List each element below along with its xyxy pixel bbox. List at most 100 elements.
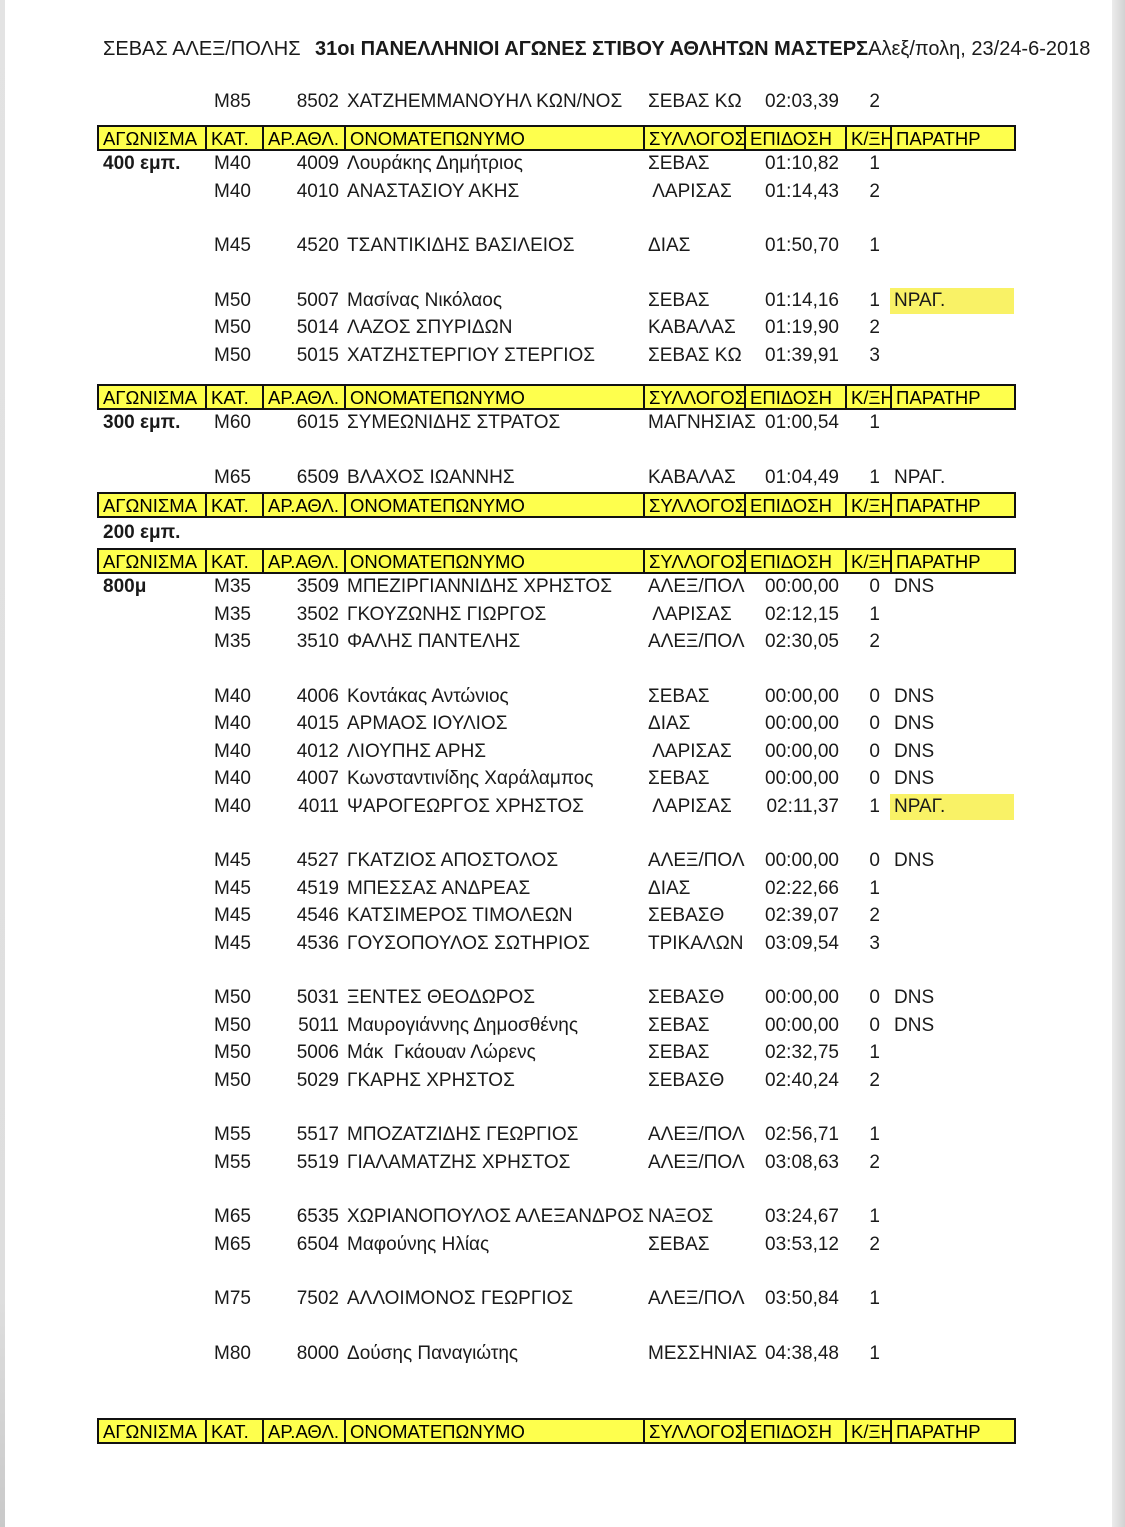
category-cell: M50 <box>214 1014 251 1036</box>
category-cell: M65 <box>214 466 251 488</box>
athlete-number-cell: 4010 <box>296 180 339 202</box>
header-cell: ΚΑΤ. <box>205 547 264 574</box>
event-cell: 800μ <box>103 576 147 598</box>
athlete-number-cell: 5007 <box>296 289 339 311</box>
table-row: M65 6509 ΒΛΑΧΟΣ ΙΩΑΝΝΗΣ ΚΑΒΑΛΑΣ 01:04,49 1 ΝΡΑ… <box>97 464 1014 492</box>
rank-cell: 1 <box>869 153 880 175</box>
name-cell: ΜΠΟΖΑΤΖΙΔΗΣ ΓΕΩΡΓΙΟΣ <box>347 1124 579 1146</box>
row-gap <box>97 370 1014 384</box>
name-cell: Μαφούνης Ηλίας <box>347 1233 490 1255</box>
performance-cell: 00:00,00 <box>765 850 839 872</box>
name-cell: ΧΑΤΖΗΕΜΜΑΝΟΥΗΛ ΚΩΝ/ΝΟΣ <box>347 90 623 112</box>
rank-cell: 1 <box>869 1124 880 1146</box>
athlete-number-cell: 4520 <box>296 235 339 257</box>
rank-cell: 2 <box>869 631 880 653</box>
athlete-number-cell: 5006 <box>296 1042 339 1064</box>
event-title: 31οι ΠΑΝΕΛΛΗΝΙΟΙ ΑΓΩΝΕΣ ΣΤΙΒΟΥ ΑΘΛΗΤΩΝ Μ… <box>315 38 869 60</box>
athlete-number-cell: 6535 <box>296 1206 339 1228</box>
name-cell: ΧΑΤΖΗΣΤΕΡΓΙΟΥ ΣΤΕΡΓΙΟΣ <box>347 344 596 366</box>
club-cell: ΑΛΕΞ/ΠΟΛ <box>648 576 745 598</box>
club-cell: ΜΕΣΣΗΝΙΑΣ <box>648 1342 758 1364</box>
header-cell: ΑΡ.ΑΘΛ. <box>262 547 346 574</box>
performance-cell: 00:00,00 <box>765 768 839 790</box>
category-cell: M50 <box>214 1042 251 1064</box>
category-cell: M45 <box>214 905 251 927</box>
name-cell: ΨΑΡΟΓΕΩΡΓΟΣ ΧΡΗΣΤΟΣ <box>347 795 584 817</box>
section-row: 200 εμπ. <box>97 518 1014 548</box>
header-cell: ΠΑΡΑΤΗΡ <box>890 383 1016 410</box>
header-cell: ΣΥΛΛΟΓΟΣ <box>643 491 746 518</box>
remark-cell: DNS <box>894 987 935 1009</box>
athlete-number-cell: 5014 <box>296 317 339 339</box>
row-gap <box>97 1368 1014 1418</box>
rank-cell: 1 <box>869 235 880 257</box>
rank-cell: 1 <box>869 1206 880 1228</box>
header-cell: ΚΑΤ. <box>205 1417 264 1444</box>
rank-cell: 0 <box>869 987 880 1009</box>
club-cell: ΣΕΒΑΣΘ <box>648 905 725 927</box>
club-cell: ΑΛΕΞ/ΠΟΛ <box>648 850 745 872</box>
header-cell: ΕΠΙΔΟΣΗ <box>744 124 847 151</box>
row-gap <box>97 1259 1014 1286</box>
rank-cell: 2 <box>869 90 880 112</box>
rank-cell: 0 <box>869 576 880 598</box>
table-row: M50 5031 ΞΕΝΤΕΣ ΘΕΟΔΩΡΟΣ ΣΕΒΑΣΘ 00:00,00 0 DNS <box>97 985 1014 1013</box>
name-cell: ΛΙΟΥΠΗΣ ΑΡΗΣ <box>347 740 487 762</box>
table-row: M55 5519 ΓΙΑΛΑΜΑΤΖΗΣ ΧΡΗΣΤΟΣ ΑΛΕΞ/ΠΟΛ 03:08,… <box>97 1149 1014 1177</box>
table-row: M55 5517 ΜΠΟΖΑΤΖΙΔΗΣ ΓΕΩΡΓΙΟΣ ΑΛΕΞ/ΠΟΛ 02:56… <box>97 1122 1014 1150</box>
club-cell: ΣΕΒΑΣ <box>648 1042 710 1064</box>
table-header-row: ΑΓΩΝΙΣΜΑ ΚΑΤ. ΑΡ.ΑΘΛ. ΟΝΟΜΑΤΕΠΩΝΥΜΟ ΣΥΛΛΟΓΟΣ… <box>97 491 1016 518</box>
table-row: M40 4010 ΑΝΑΣΤΑΣΙΟΥ ΑΚΗΣ ΛΑΡΙΣΑΣ 01:14,43 2 <box>97 178 1014 206</box>
performance-cell: 02:56,71 <box>765 1124 839 1146</box>
header-cell: ΠΑΡΑΤΗΡ <box>890 547 1016 574</box>
athlete-number-cell: 5029 <box>296 1069 339 1091</box>
table-row: M65 6535 ΧΩΡΙΑΝΟΠΟΥΛΟΣ ΑΛΕΞΑΝΔΡΟΣ ΝΑΞΟΣ 03:2… <box>97 1204 1014 1232</box>
table-row: M50 5011 Μαυρογιάννης Δημοσθένης ΣΕΒΑΣ 00:00… <box>97 1012 1014 1040</box>
athlete-number-cell: 4527 <box>296 850 339 872</box>
remark-cell: ΝΡΑΓ. <box>890 287 1014 314</box>
category-cell: M55 <box>214 1124 251 1146</box>
header-cell: ΣΥΛΛΟΓΟΣ <box>643 383 746 410</box>
rank-cell: 1 <box>869 1342 880 1364</box>
club-cell: ΚΑΒΑΛΑΣ <box>648 466 736 488</box>
club-cell: ΑΛΕΞ/ΠΟΛ <box>648 1288 745 1310</box>
table-row: 800μ M35 3509 ΜΠΕΖΙΡΓΙΑΝΝΙΔΗΣ ΧΡΗΣΤΟΣ ΑΛΕΞ/Π… <box>97 574 1014 602</box>
athlete-number-cell: 6015 <box>296 412 339 434</box>
row-gap <box>97 1313 1014 1340</box>
rank-cell: 3 <box>869 344 880 366</box>
table-row: M50 5015 ΧΑΤΖΗΣΤΕΡΓΙΟΥ ΣΤΕΡΓΙΟΣ ΣΕΒΑΣ ΚΩ 01:… <box>97 342 1014 370</box>
club-cell: ΣΕΒΑΣ <box>648 289 710 311</box>
club-cell: ΑΛΕΞ/ΠΟΛ <box>648 1151 745 1173</box>
rank-cell: 1 <box>869 795 880 817</box>
performance-cell: 01:04,49 <box>765 466 839 488</box>
name-cell: ΜΠΕΣΣΑΣ ΑΝΔΡΕΑΣ <box>347 877 531 899</box>
name-cell: Δούσης Παναγιώτης <box>347 1342 519 1364</box>
rank-cell: 2 <box>869 180 880 202</box>
club-cell: ΤΡΙΚΑΛΩΝ <box>648 932 744 954</box>
category-cell: M50 <box>214 987 251 1009</box>
table-row: M65 6504 Μαφούνης Ηλίας ΣΕΒΑΣ 03:53,12 2 <box>97 1231 1014 1259</box>
name-cell: Μασίνας Νικόλαος <box>347 289 503 311</box>
header-cell: Κ/ΞΗ <box>845 547 894 574</box>
athlete-number-cell: 3502 <box>296 603 339 625</box>
rank-cell: 0 <box>869 1014 880 1036</box>
header-cell: ΑΓΩΝΙΣΜΑ <box>97 547 207 574</box>
performance-cell: 03:24,67 <box>765 1206 839 1228</box>
name-cell: ΧΩΡΙΑΝΟΠΟΥΛΟΣ ΑΛΕΞΑΝΔΡΟΣ <box>347 1206 644 1228</box>
remark-cell: ΝΡΑΓ. <box>890 793 1014 820</box>
category-cell: M35 <box>214 603 251 625</box>
name-cell: ΑΡΜΑΟΣ ΙΟΥΛΙΟΣ <box>347 713 508 735</box>
row-gap <box>97 958 1014 985</box>
athlete-number-cell: 4546 <box>296 905 339 927</box>
performance-cell: 02:12,15 <box>765 603 839 625</box>
name-cell: ΓΙΑΛΑΜΑΤΖΗΣ ΧΡΗΣΤΟΣ <box>347 1151 571 1173</box>
rank-cell: 2 <box>869 1151 880 1173</box>
name-cell: Κωνσταντινίδης Χαράλαμπος <box>347 768 594 790</box>
table-row: M45 4536 ΓΟΥΣΟΠΟΥΛΟΣ ΣΩΤΗΡΙΟΣ ΤΡΙΚΑΛΩΝ 03:09… <box>97 930 1014 958</box>
category-cell: M40 <box>214 180 251 202</box>
header-cell: ΟΝΟΜΑΤΕΠΩΝΥΜΟ <box>344 491 645 518</box>
rank-cell: 2 <box>869 317 880 339</box>
name-cell: ΓΚΑΡΗΣ ΧΡΗΣΤΟΣ <box>347 1069 515 1091</box>
row-gap <box>97 1177 1014 1204</box>
performance-cell: 01:19,90 <box>765 317 839 339</box>
